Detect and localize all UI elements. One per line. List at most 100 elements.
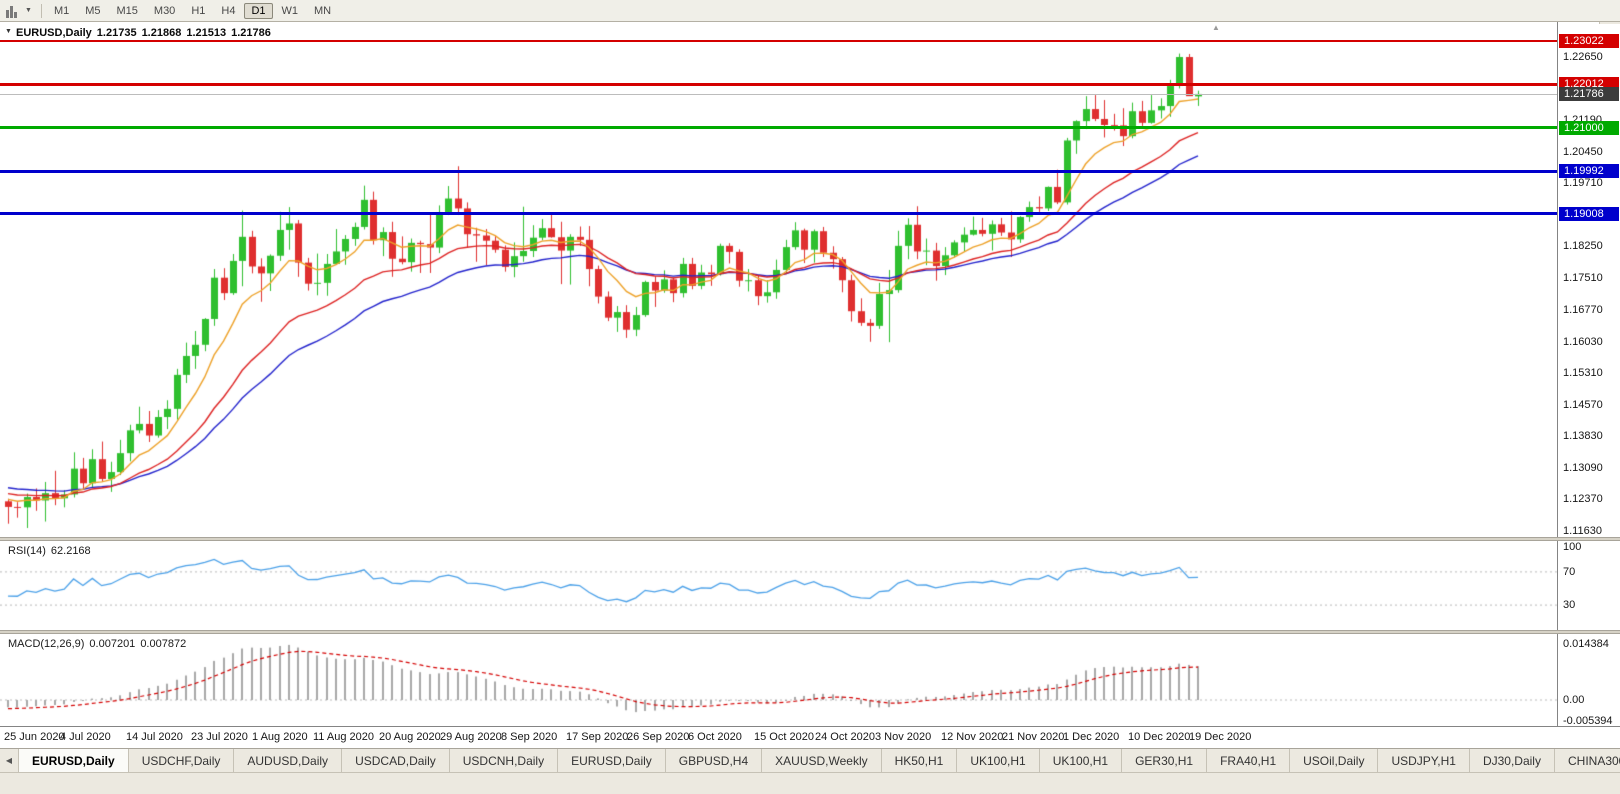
date-axis-label: 3 Nov 2020 bbox=[875, 731, 932, 743]
price-axis-label: 1.16770 bbox=[1563, 304, 1603, 316]
chart-title: EURUSD,Daily 1.21735 1.21868 1.21513 1.21786 bbox=[16, 27, 276, 39]
price-axis-label: 1.16030 bbox=[1563, 336, 1603, 348]
timeframe-button-m5[interactable]: M5 bbox=[85, 4, 101, 17]
date-axis-label: 21 Nov 2020 bbox=[1002, 731, 1065, 743]
rsi-title: RSI(14) 62.2168 bbox=[8, 545, 96, 557]
date-axis-label: 20 Aug 2020 bbox=[379, 731, 441, 743]
chart-tab-usoil-daily[interactable]: USOil,Daily bbox=[1290, 749, 1379, 772]
date-axis: 25 Jun 2020 4 Jul 2020 14 Jul 2020 23 Jul 2… bbox=[0, 726, 1620, 748]
chart-tab-eurusd-daily[interactable]: EURUSD,Daily bbox=[558, 749, 666, 772]
date-axis-label: 14 Jul 2020 bbox=[126, 731, 183, 743]
chart-tab-uk100-h1[interactable]: UK100,H1 bbox=[957, 749, 1040, 772]
bid-price-line bbox=[0, 94, 1557, 95]
chart-tab-usdjpy-h1[interactable]: USDJPY,H1 bbox=[1378, 749, 1470, 772]
date-axis-label: 29 Aug 2020 bbox=[440, 731, 502, 743]
price-level-badge: 1.19992 bbox=[1559, 164, 1619, 178]
date-axis-label: 6 Oct 2020 bbox=[688, 731, 742, 743]
timeframe-button-h4[interactable]: H4 bbox=[221, 4, 236, 17]
macd-main-value: 0.007201 bbox=[89, 638, 136, 650]
price-axis: 1.22650 1.21190 1.20450 1.19710 1.18250 1.175… bbox=[1557, 22, 1620, 748]
timeframe-button-h1[interactable]: H1 bbox=[191, 4, 206, 17]
date-axis-label: 26 Sep 2020 bbox=[627, 731, 690, 743]
timeframe-button-mn[interactable]: MN bbox=[314, 4, 332, 17]
macd-axis-label: 0.014384 bbox=[1563, 638, 1609, 650]
chart-tab-usdchf-daily[interactable]: USDCHF,Daily bbox=[129, 749, 235, 772]
macd-label: MACD(12,26,9) bbox=[8, 638, 85, 650]
date-axis-label: 11 Aug 2020 bbox=[313, 731, 374, 743]
price-axis-label: 1.13830 bbox=[1563, 430, 1603, 442]
timeframe-button-d1[interactable]: D1 bbox=[244, 2, 273, 19]
toolbar: ▼ M1 M5 M15 M30 H1 H4 D1 W1 MN bbox=[0, 0, 1620, 22]
timeframe-button-w1[interactable]: W1 bbox=[281, 4, 299, 17]
chart-title-marker-icon[interactable]: ▼ bbox=[5, 28, 12, 35]
price-axis-label: 1.19710 bbox=[1563, 177, 1603, 189]
chart-tab-fra40-h1[interactable]: FRA40,H1 bbox=[1207, 749, 1291, 772]
price-axis-label: 1.18250 bbox=[1563, 240, 1603, 252]
panel-separator[interactable] bbox=[0, 537, 1620, 541]
ohlc-open: 1.21735 bbox=[96, 27, 137, 39]
date-axis-label: 17 Sep 2020 bbox=[566, 731, 629, 743]
toolbar-separator bbox=[40, 3, 42, 18]
timeframe-button-m15[interactable]: M15 bbox=[116, 4, 138, 17]
date-axis-label: 23 Jul 2020 bbox=[191, 731, 248, 743]
price-level-badge: 1.23022 bbox=[1559, 34, 1619, 48]
horizontal-level-line-1.19992[interactable] bbox=[0, 170, 1557, 173]
chart-tab-xauusd-weekly[interactable]: XAUUSD,Weekly bbox=[762, 749, 882, 772]
date-axis-label: 19 Dec 2020 bbox=[1189, 731, 1252, 743]
chart-tab-uk100-h1[interactable]: UK100,H1 bbox=[1040, 749, 1123, 772]
date-axis-label: 24 Oct 2020 bbox=[815, 731, 875, 743]
price-axis-label: 1.13090 bbox=[1563, 462, 1603, 474]
chart-tab-hk50-h1[interactable]: HK50,H1 bbox=[882, 749, 958, 772]
date-axis-label: 12 Nov 2020 bbox=[941, 731, 1004, 743]
ohlc-high: 1.21868 bbox=[141, 27, 182, 39]
chart-tab-eurusd-daily[interactable]: EURUSD,Daily bbox=[19, 749, 129, 772]
date-axis-label: 8 Sep 2020 bbox=[501, 731, 558, 743]
date-axis-label: 1 Aug 2020 bbox=[252, 731, 308, 743]
date-axis-label: 15 Oct 2020 bbox=[754, 731, 814, 743]
price-axis-label: 1.14570 bbox=[1563, 399, 1603, 411]
price-axis-label: 1.15310 bbox=[1563, 367, 1603, 379]
ohlc-close: 1.21786 bbox=[231, 27, 271, 39]
chart-tab-ger30-h1[interactable]: GER30,H1 bbox=[1122, 749, 1208, 772]
horizontal-level-line-1.22012[interactable] bbox=[0, 83, 1557, 86]
chart-symbol-period: EURUSD,Daily bbox=[16, 27, 92, 39]
rsi-axis-label: 70 bbox=[1563, 566, 1576, 578]
date-axis-label: 25 Jun 2020 bbox=[4, 731, 65, 743]
price-axis-label: 1.20450 bbox=[1563, 146, 1603, 158]
tab-scroll-left-icon[interactable]: ◀ bbox=[0, 749, 19, 772]
horizontal-level-line-1.19008[interactable] bbox=[0, 212, 1557, 215]
macd-signal-value: 0.007872 bbox=[140, 638, 187, 650]
price-axis-label: 1.11630 bbox=[1563, 525, 1602, 537]
date-axis-label: 4 Jul 2020 bbox=[60, 731, 111, 743]
scroll-to-end-marker-icon[interactable]: ▲ bbox=[1212, 23, 1220, 32]
timeframe-button-m1[interactable]: M1 bbox=[53, 4, 70, 17]
chart-tab-gbpusd-h4[interactable]: GBPUSD,H4 bbox=[666, 749, 763, 772]
macd-title: MACD(12,26,9) 0.007201 0.007872 bbox=[8, 638, 191, 650]
rsi-value: 62.2168 bbox=[50, 545, 91, 557]
chart-periods-icon[interactable] bbox=[4, 4, 24, 18]
rsi-label: RSI(14) bbox=[8, 545, 46, 557]
horizontal-level-line-1.21000[interactable] bbox=[0, 126, 1557, 129]
timeframe-button-m30[interactable]: M30 bbox=[153, 4, 176, 17]
rsi-axis-label: 100 bbox=[1563, 541, 1582, 553]
bid-price-badge: 1.21786 bbox=[1559, 87, 1619, 101]
price-level-badge: 1.19008 bbox=[1559, 207, 1619, 221]
ohlc-low: 1.21513 bbox=[186, 27, 227, 39]
chart-tab-china300-h1[interactable]: CHINA300,H1 bbox=[1555, 749, 1620, 772]
price-axis-label: 1.17510 bbox=[1563, 272, 1603, 284]
status-strip bbox=[0, 772, 1620, 794]
price-level-badge: 1.21000 bbox=[1559, 121, 1619, 135]
date-axis-label: 10 Dec 2020 bbox=[1128, 731, 1191, 743]
dropdown-caret-icon[interactable]: ▼ bbox=[25, 7, 32, 14]
panel-separator[interactable] bbox=[0, 630, 1620, 634]
chart-tab-dj30-daily[interactable]: DJ30,Daily bbox=[1470, 749, 1555, 772]
chart-tab-audusd-daily[interactable]: AUDUSD,Daily bbox=[234, 749, 343, 772]
horizontal-level-line-1.23022[interactable] bbox=[0, 40, 1557, 42]
rsi-axis-label: 30 bbox=[1563, 599, 1576, 611]
chart-tab-usdcnh-daily[interactable]: USDCNH,Daily bbox=[450, 749, 559, 772]
macd-axis-label: -0.005394 bbox=[1563, 715, 1613, 727]
price-axis-label: 1.22650 bbox=[1563, 51, 1603, 63]
chart-tab-usdcad-daily[interactable]: USDCAD,Daily bbox=[342, 749, 450, 772]
